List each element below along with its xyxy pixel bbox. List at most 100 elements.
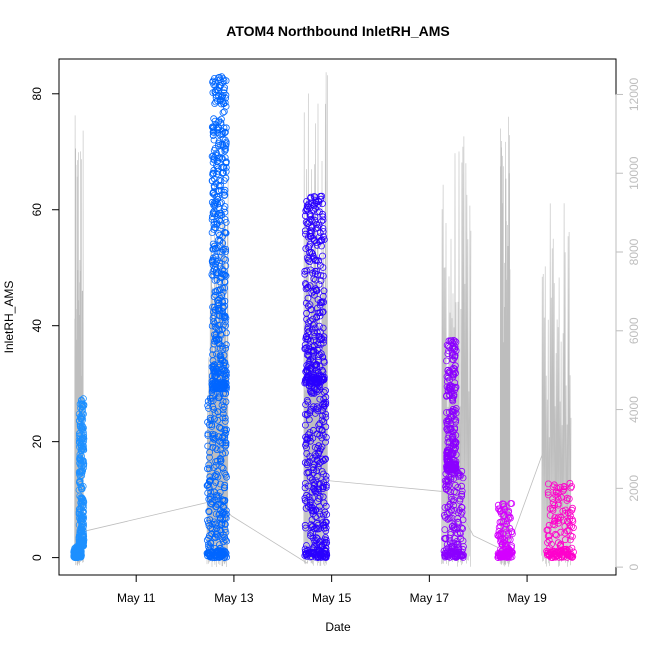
data-point — [311, 409, 319, 417]
data-point — [216, 327, 224, 334]
data-point — [544, 480, 552, 488]
data-point — [323, 551, 331, 559]
data-point — [317, 237, 325, 245]
data-point — [444, 478, 452, 486]
data-point — [209, 210, 217, 218]
data-point — [450, 521, 458, 528]
data-point — [222, 362, 230, 370]
y2-tick-label: 2000 — [627, 475, 641, 502]
data-point — [446, 392, 453, 400]
data-point — [319, 252, 326, 260]
data-point — [204, 442, 212, 450]
data-point — [220, 192, 228, 200]
data-point — [78, 497, 86, 505]
data-point — [507, 500, 515, 507]
data-point — [218, 401, 226, 409]
data-point — [223, 537, 231, 545]
data-point — [556, 542, 564, 550]
data-point — [222, 439, 230, 447]
data-point — [505, 507, 513, 515]
data-point — [308, 476, 316, 484]
data-point — [213, 446, 221, 454]
data-point — [309, 469, 317, 477]
data-point — [456, 530, 464, 538]
data-point — [312, 286, 320, 294]
data-point — [80, 462, 88, 469]
y-tick-label: 20 — [30, 435, 44, 449]
data-point — [450, 392, 458, 400]
data-point — [214, 123, 222, 131]
data-point — [301, 479, 309, 487]
data-point — [322, 393, 330, 401]
y-tick-label: 60 — [30, 203, 44, 217]
data-point — [222, 549, 230, 557]
data-point — [301, 270, 309, 278]
data-point — [318, 541, 326, 549]
data-point — [218, 222, 226, 230]
data-point — [304, 459, 312, 467]
data-point — [213, 286, 221, 294]
data-point — [80, 536, 88, 544]
data-point — [221, 99, 229, 107]
data-point — [215, 299, 223, 307]
data-point — [303, 205, 311, 213]
data-point — [568, 482, 576, 490]
data-point — [498, 506, 506, 514]
data-point — [448, 433, 456, 441]
data-point — [449, 344, 457, 352]
data-point — [214, 195, 222, 203]
data-point — [307, 498, 315, 506]
data-point — [210, 435, 218, 443]
data-point — [222, 442, 229, 450]
data-point — [209, 432, 217, 440]
data-point — [320, 470, 327, 478]
data-point — [205, 480, 213, 488]
data-point — [554, 489, 562, 497]
data-point — [312, 361, 320, 368]
data-point — [319, 213, 327, 221]
data-point — [221, 414, 229, 422]
data-point — [303, 351, 311, 359]
data-point — [545, 521, 553, 529]
data-point — [76, 429, 83, 437]
data-point — [320, 479, 328, 486]
data-point — [459, 554, 467, 561]
data-point — [305, 468, 312, 476]
data-point — [75, 438, 83, 446]
data-point — [214, 306, 222, 314]
data-point — [217, 141, 225, 149]
data-point — [77, 506, 85, 514]
data-point — [554, 500, 562, 508]
data-point — [212, 369, 220, 377]
data-point — [209, 443, 217, 451]
data-point — [445, 408, 453, 416]
data-point — [319, 407, 327, 415]
data-point — [78, 469, 86, 477]
data-point — [205, 508, 213, 516]
data-point — [548, 540, 555, 548]
data-point — [310, 403, 318, 411]
data-point — [307, 305, 315, 313]
data-point — [544, 526, 552, 534]
data-point — [223, 553, 231, 561]
data-point — [316, 420, 324, 427]
data-point — [219, 321, 227, 329]
data-point — [210, 225, 218, 233]
data-point — [448, 495, 456, 503]
data-point — [219, 109, 227, 116]
data-point — [495, 527, 503, 535]
data-point — [313, 328, 321, 336]
data-point — [458, 492, 466, 500]
data-point — [311, 200, 319, 208]
data-point — [220, 255, 228, 263]
data-point — [553, 484, 561, 492]
data-point — [313, 313, 321, 321]
data-point — [203, 482, 211, 490]
data-point — [222, 256, 230, 264]
data-point — [319, 210, 326, 218]
data-point — [207, 488, 215, 496]
data-point — [211, 372, 219, 380]
data-point — [218, 274, 225, 282]
data-point — [569, 553, 577, 561]
data-point — [221, 417, 229, 425]
